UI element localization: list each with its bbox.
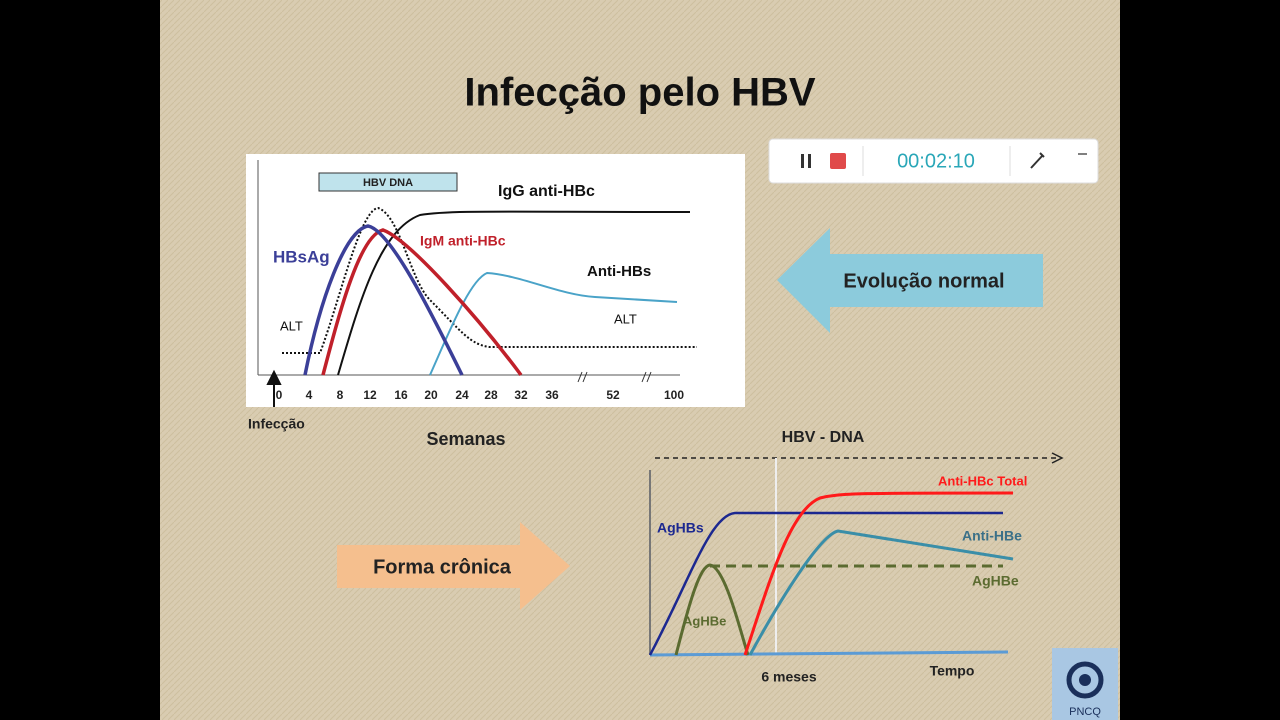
x-tick-label: 20 — [424, 388, 438, 402]
series-label: Anti-HBc Total — [938, 473, 1027, 488]
pause-button[interactable] — [801, 154, 804, 168]
pause-button-bar — [808, 154, 811, 168]
series-label: ALT — [614, 311, 637, 326]
series-label: AgHBs — [657, 520, 704, 536]
x-tick-label: 28 — [484, 388, 498, 402]
x-tick-label: 8 — [337, 388, 344, 402]
axis-title: Semanas — [426, 429, 505, 449]
series-label: Anti-HBe — [962, 528, 1022, 544]
series-label: Anti-HBs — [587, 263, 651, 280]
logo-text: PNCQ — [1069, 706, 1101, 718]
series-label: AgHBe — [683, 613, 726, 628]
x-tick-label: 52 — [606, 388, 620, 402]
x-tick-label: 12 — [363, 388, 377, 402]
series-label: HBsAg — [273, 247, 330, 266]
x-tick-label: 0 — [276, 388, 283, 402]
arrow-label: Forma crônica — [373, 556, 512, 578]
pen-button[interactable] — [1030, 152, 1045, 169]
series-label: IgG anti-HBc — [498, 183, 595, 200]
x-tick-label: 32 — [514, 388, 528, 402]
slide-title: Infecção pelo HBV — [464, 71, 816, 115]
logo: PNCQ — [1052, 648, 1118, 720]
chronic-chart: HBV - DNA Anti-HBc Total AgHBs Anti-HBe … — [648, 429, 1064, 685]
timer: 00:02:10 — [897, 150, 975, 172]
start-label: Infecção — [248, 416, 305, 432]
stop-button[interactable] — [830, 153, 846, 169]
arrow-label: Evolução normal — [843, 270, 1004, 292]
acute-chart: HBV DNA IgG anti-HBc IgM anti-HBc HBsAg … — [246, 154, 745, 407]
chart-title: HBV - DNA — [782, 429, 865, 446]
axis-title: Tempo — [930, 663, 975, 679]
recorder-toolbar: 00:02:10 — [768, 138, 1099, 184]
x-tick-label: 4 — [306, 388, 313, 402]
x-tick-label: 36 — [545, 388, 559, 402]
x-label: 6 meses — [761, 669, 816, 685]
band-label: HBV DNA — [363, 177, 413, 189]
x-tick-label: 16 — [394, 388, 408, 402]
x-tick-label: 24 — [455, 388, 469, 402]
series-label: AgHBe — [972, 573, 1019, 589]
x-tick-label: 100 — [664, 388, 684, 402]
start-arrow — [266, 369, 282, 407]
chronic-arrow — [337, 522, 570, 610]
normal-arrow — [777, 228, 1043, 333]
series-label: ALT — [280, 318, 303, 333]
series-label: IgM anti-HBc — [420, 233, 506, 249]
